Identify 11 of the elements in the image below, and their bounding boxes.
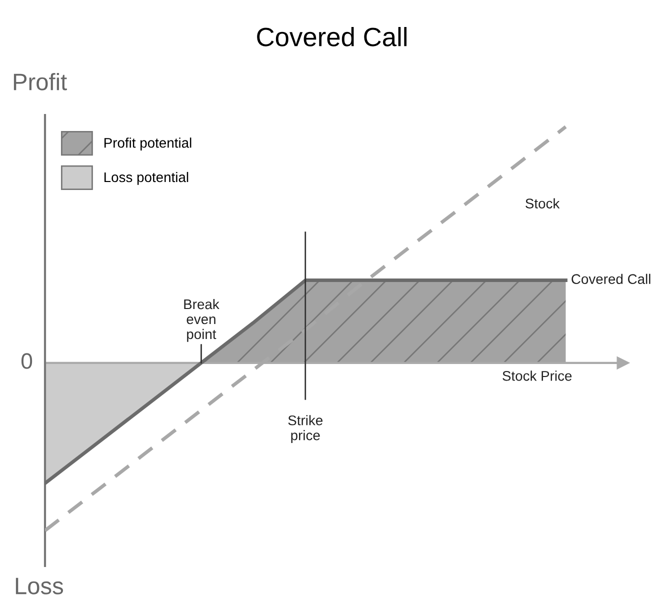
x-axis-title: Stock Price [502,370,572,381]
legend-label: Loss potential [104,172,188,185]
series-label: Covered Call [572,274,650,284]
annotation: Break even point [184,298,220,342]
legend-label: Profit potential [104,138,192,151]
text: Stock [526,198,560,208]
y-axis-title: Profit [14,72,67,90]
annotation: Strike price [288,415,322,443]
text: Loss [16,578,64,594]
chart-title: Covered Call [257,27,407,46]
text: 0 [21,353,32,369]
